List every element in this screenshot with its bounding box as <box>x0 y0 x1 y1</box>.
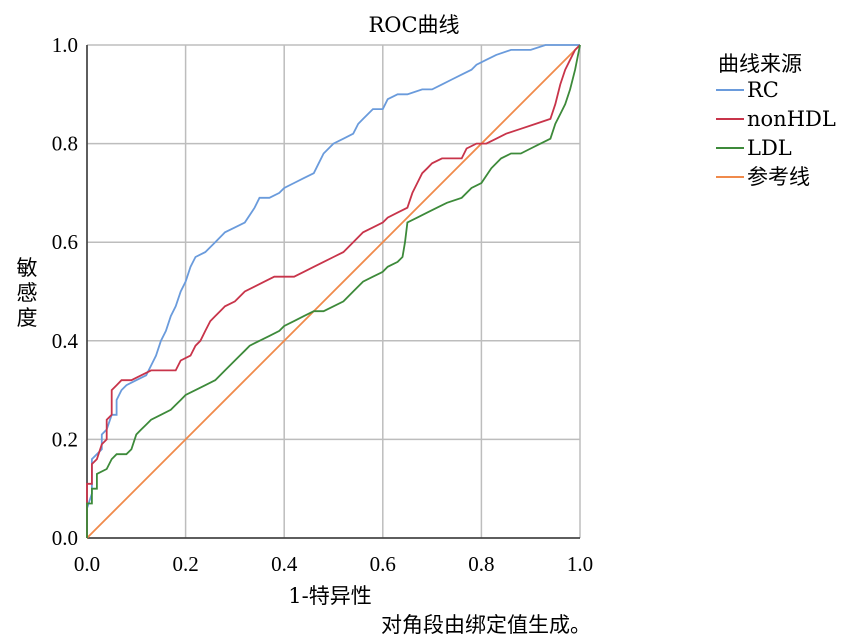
y-axis-label: 敏感度 <box>17 256 38 330</box>
x-tick-label: 0.8 <box>468 552 494 576</box>
y-tick-label: 0.2 <box>52 427 78 451</box>
y-tick-label: 0.4 <box>52 329 79 353</box>
chart-title: ROC曲线 <box>368 13 459 37</box>
x-tick-label: 0.4 <box>271 552 298 576</box>
x-axis-label: 1-特异性 <box>288 584 371 608</box>
legend-label: RC <box>747 78 779 102</box>
x-tick-label: 0.2 <box>172 552 198 576</box>
y-tick-label: 0.6 <box>52 230 78 254</box>
x-tick-label: 0.6 <box>370 552 396 576</box>
series-line-reference <box>86 44 581 539</box>
legend-label: nonHDL <box>747 107 836 131</box>
y-tick-label: 0.0 <box>52 526 78 550</box>
legend-label: LDL <box>747 136 792 160</box>
y-tick-label: 1.0 <box>52 33 78 57</box>
tick-labels: 0.0 0.2 0.4 0.6 0.8 1.0 0.0 0.2 0.4 0.6 0.8 1.0 <box>52 33 593 576</box>
plot-area <box>86 44 581 539</box>
series-line-nonhdl <box>86 44 581 538</box>
legend-title: 曲线来源 <box>718 52 802 76</box>
legend-label: 参考线 <box>747 165 810 189</box>
series-line-rc <box>86 44 580 538</box>
series-line-ldl <box>86 44 581 538</box>
x-tick-label: 0.0 <box>74 552 100 576</box>
y-tick-label: 0.8 <box>52 132 78 156</box>
footnote: 对角段由绑定值生成。 <box>381 613 591 637</box>
legend: 曲线来源 RC nonHDL LDL 参考线 <box>716 52 836 189</box>
x-tick-label: 1.0 <box>567 552 593 576</box>
